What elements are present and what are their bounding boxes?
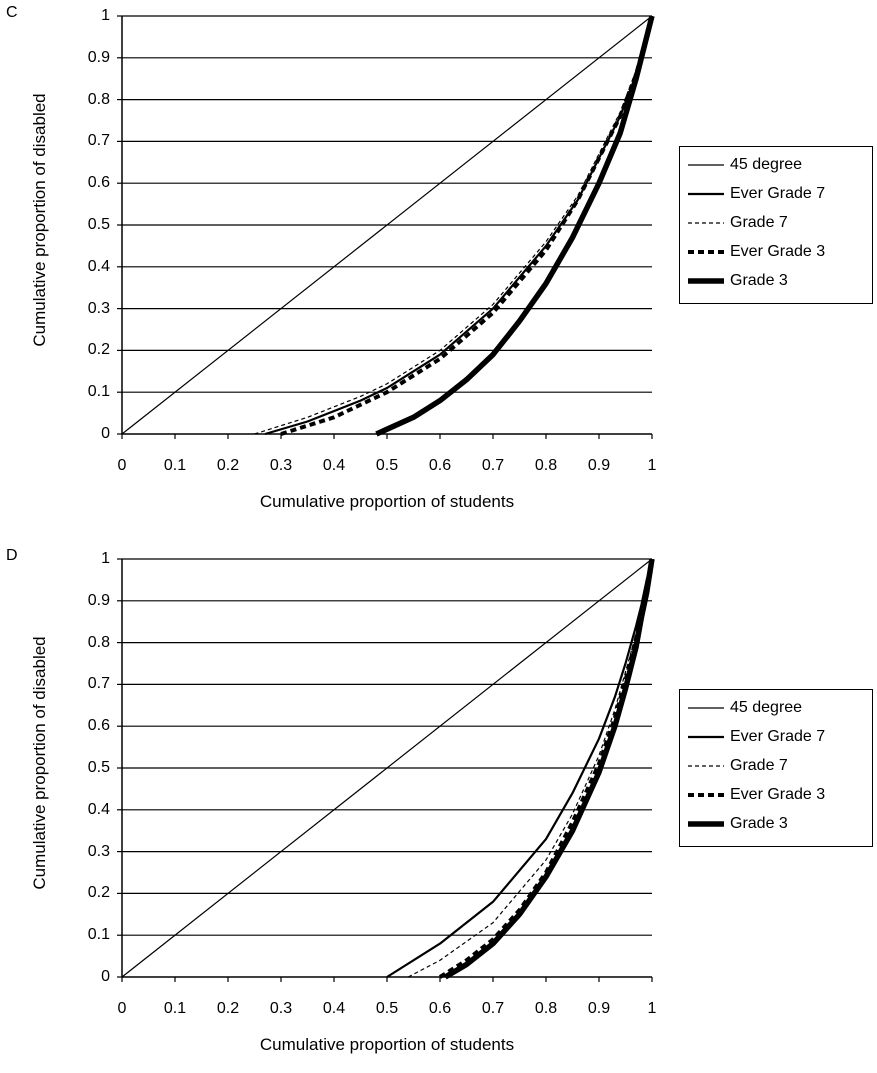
x-tick-label: 0.5 <box>375 457 399 474</box>
x-tick-label: 1 <box>647 457 657 474</box>
legend-swatch <box>688 707 724 709</box>
chart-panel-d: D Cumulative proportion of disabled Cumu… <box>0 543 877 1073</box>
x-tick-label: 0.3 <box>269 1000 293 1017</box>
legend-label: Ever Grade 7 <box>730 185 826 202</box>
y-tick-label: 1 <box>101 550 110 567</box>
legend-item-ever-grade-7: Ever Grade 7 <box>686 182 825 206</box>
legend-swatch <box>688 793 724 797</box>
legend-swatch <box>688 278 724 284</box>
series-line-45-degree <box>121 558 653 978</box>
y-tick-label: 0.7 <box>87 132 110 150</box>
x-tick-label: 0.8 <box>534 1000 558 1017</box>
legend-label: Ever Grade 3 <box>730 786 826 803</box>
legend-swatch <box>688 164 724 166</box>
legend-item-grade-3: Grade 3 <box>686 812 788 836</box>
y-tick-label: 0 <box>101 425 110 442</box>
x-tick-label: 0.2 <box>216 457 240 474</box>
chart-plot-d <box>117 558 655 982</box>
y-tick-label: 0.8 <box>87 633 110 651</box>
chart-panel-c: C Cumulative proportion of disabled Cumu… <box>0 0 877 530</box>
legend-swatch <box>688 821 724 827</box>
legend-swatch <box>688 250 724 254</box>
x-tick-label: 0 <box>117 457 127 474</box>
x-tick-label: 1 <box>647 1000 657 1017</box>
y-tick-label: 0.6 <box>87 717 110 735</box>
y-tick-label: 0 <box>101 968 110 985</box>
y-tick-label: 0.9 <box>87 48 110 66</box>
y-tick-label: 0.5 <box>87 216 110 233</box>
x-tick-label: 0 <box>117 1000 127 1017</box>
legend-item-ever-grade-3: Ever Grade 3 <box>686 240 825 264</box>
y-tick-label: 0.4 <box>87 257 110 275</box>
chart-legend: 45 degree Ever Grade 7 Grade 7 Ever Grade 3… <box>679 689 873 847</box>
panel-label: C <box>6 4 18 21</box>
y-tick-label: 0.3 <box>87 842 110 860</box>
y-tick-label: 0.9 <box>87 591 110 609</box>
legend-swatch <box>688 765 724 767</box>
y-tick-label: 0.3 <box>87 299 110 317</box>
x-tick-label: 0.9 <box>587 1000 611 1017</box>
x-tick-label: 0.6 <box>428 1000 452 1017</box>
panel-label: D <box>6 547 18 564</box>
y-tick-label: 0.6 <box>87 174 110 192</box>
series-line-grade-3 <box>443 558 655 980</box>
legend-item-45-degree: 45 degree <box>686 153 802 177</box>
x-tick-label: 0.7 <box>481 1000 505 1017</box>
y-tick-label: 0.8 <box>87 90 110 108</box>
legend-swatch <box>688 735 724 739</box>
x-tick-label: 0.8 <box>534 457 558 474</box>
x-tick-label: 0.9 <box>587 457 611 474</box>
legend-label: Ever Grade 7 <box>730 728 826 745</box>
legend-swatch <box>688 192 724 196</box>
legend-label: Ever Grade 3 <box>730 243 826 260</box>
x-tick-label: 0.6 <box>428 457 452 474</box>
legend-item-grade-7: Grade 7 <box>686 211 788 235</box>
series-line-ever-grade-3 <box>280 15 654 436</box>
x-tick-label: 0.1 <box>163 1000 187 1017</box>
legend-swatch <box>688 222 724 224</box>
x-tick-label: 0.5 <box>375 1000 399 1017</box>
x-tick-label: 0.4 <box>322 1000 346 1017</box>
y-tick-label: 0.1 <box>87 926 110 944</box>
y-tick-label: 0.4 <box>87 800 110 818</box>
x-axis-label: Cumulative proportion of students <box>259 1035 515 1054</box>
legend-item-grade-7: Grade 7 <box>686 754 788 778</box>
x-tick-label: 0.2 <box>216 1000 240 1017</box>
legend-label: Grade 3 <box>730 272 788 289</box>
series-line-grade-3 <box>375 15 655 437</box>
x-tick-label: 0.3 <box>269 457 293 474</box>
y-tick-label: 0.1 <box>87 383 110 401</box>
legend-label: Grade 3 <box>730 815 788 832</box>
y-tick-label: 0.2 <box>87 341 110 359</box>
x-axis-label: Cumulative proportion of students <box>259 492 515 511</box>
legend-label: 45 degree <box>730 699 803 716</box>
legend-label: 45 degree <box>730 156 803 173</box>
x-tick-label: 0.7 <box>481 457 505 474</box>
x-tick-label: 0.1 <box>163 457 187 474</box>
y-tick-label: 0.7 <box>87 675 110 693</box>
y-tick-label: 0.5 <box>87 759 110 776</box>
chart-legend: 45 degree Ever Grade 7 Grade 7 Ever Grade 3… <box>679 146 873 304</box>
series-line-ever-grade-7 <box>264 15 654 436</box>
legend-item-ever-grade-3: Ever Grade 3 <box>686 783 825 807</box>
y-tick-label: 1 <box>101 7 110 24</box>
chart-plot-c <box>117 15 655 439</box>
series-line-45-degree <box>121 15 653 435</box>
legend-label: Grade 7 <box>730 757 788 774</box>
x-tick-label: 0.4 <box>322 457 346 474</box>
y-tick-label: 0.2 <box>87 884 110 902</box>
legend-item-45-degree: 45 degree <box>686 696 802 720</box>
legend-label: Grade 7 <box>730 214 788 231</box>
legend-item-ever-grade-7: Ever Grade 7 <box>686 725 825 749</box>
legend-item-grade-3: Grade 3 <box>686 269 788 293</box>
